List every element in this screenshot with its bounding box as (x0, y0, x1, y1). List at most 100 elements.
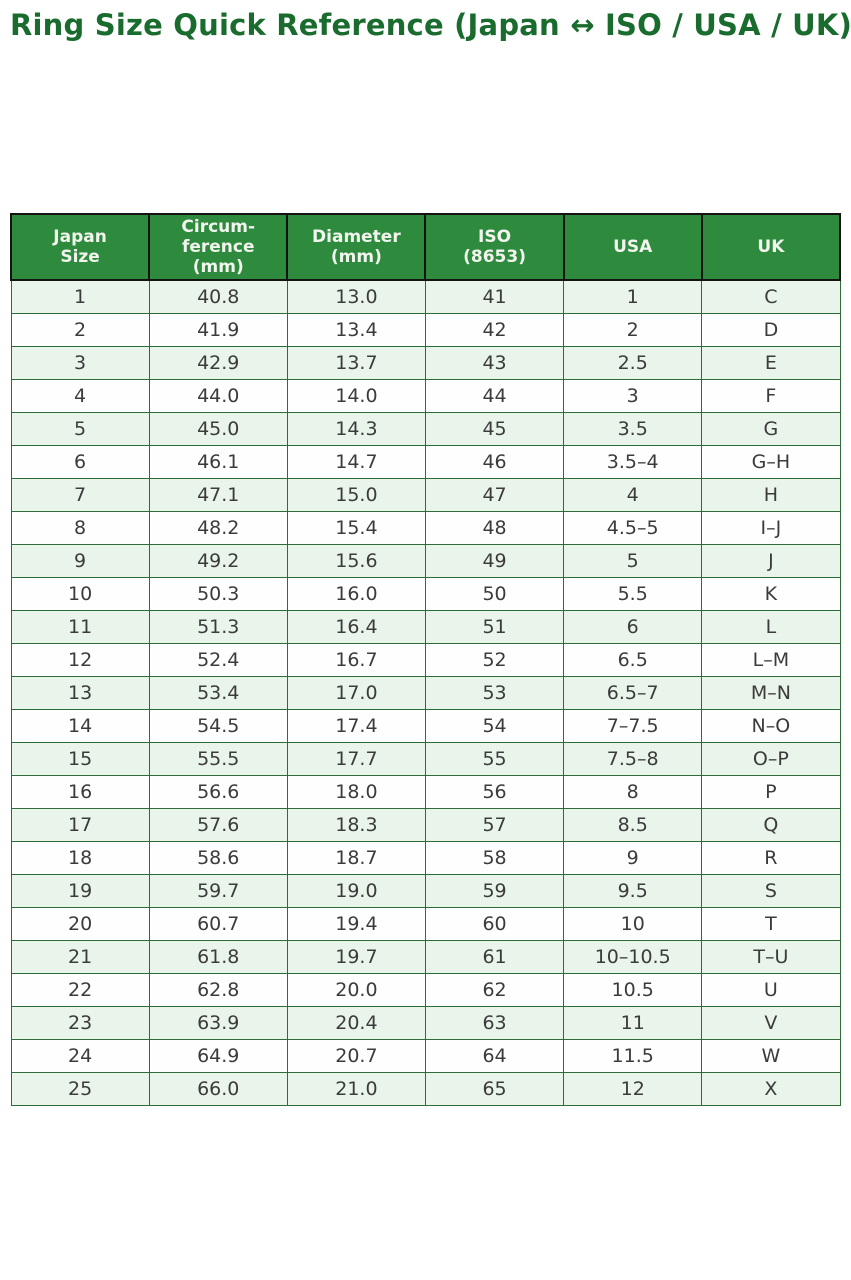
table-row: 15 55.5 17.7 55 7.5–8 O–P (10, 742, 841, 777)
cell-usa: 3.5 (563, 412, 703, 447)
cell-circumference: 53.4 (148, 676, 288, 711)
cell-usa: 6.5–7 (563, 676, 703, 711)
cell-iso: 57 (424, 808, 565, 843)
cell-uk: W (701, 1039, 841, 1074)
cell-usa: 6.5 (563, 643, 703, 678)
cell-iso: 59 (424, 874, 565, 909)
table-row: 19 59.7 19.0 59 9.5 S (10, 874, 841, 909)
table-row: 20 60.7 19.4 60 10 T (10, 907, 841, 942)
cell-diameter: 18.7 (286, 841, 426, 876)
cell-usa: 12 (563, 1072, 703, 1107)
cell-japan-size: 17 (10, 808, 150, 843)
cell-uk: H (701, 478, 841, 513)
cell-diameter: 16.0 (286, 577, 426, 612)
cell-usa: 9.5 (563, 874, 703, 909)
cell-circumference: 51.3 (148, 610, 288, 645)
cell-diameter: 18.3 (286, 808, 426, 843)
cell-iso: 49 (424, 544, 565, 579)
cell-diameter: 20.4 (286, 1006, 426, 1041)
cell-circumference: 60.7 (148, 907, 288, 942)
table-row: 25 66.0 21.0 65 12 X (10, 1072, 841, 1107)
cell-usa: 2.5 (563, 346, 703, 381)
cell-japan-size: 3 (10, 346, 150, 381)
cell-uk: R (701, 841, 841, 876)
table-row: 18 58.6 18.7 58 9 R (10, 841, 841, 876)
cell-iso: 47 (424, 478, 565, 513)
cell-usa: 5.5 (563, 577, 703, 612)
cell-diameter: 17.4 (286, 709, 426, 744)
cell-uk: E (701, 346, 841, 381)
cell-diameter: 20.7 (286, 1039, 426, 1074)
cell-usa: 7–7.5 (563, 709, 703, 744)
table-row: 24 64.9 20.7 64 11.5 W (10, 1039, 841, 1074)
cell-circumference: 54.5 (148, 709, 288, 744)
cell-uk: T–U (701, 940, 841, 975)
cell-japan-size: 14 (10, 709, 150, 744)
cell-circumference: 56.6 (148, 775, 288, 810)
cell-japan-size: 5 (10, 412, 150, 447)
cell-japan-size: 13 (10, 676, 150, 711)
cell-uk: I–J (701, 511, 841, 546)
column-header-iso: ISO (8653) (424, 212, 565, 282)
cell-uk: K (701, 577, 841, 612)
cell-circumference: 61.8 (148, 940, 288, 975)
cell-uk: O–P (701, 742, 841, 777)
cell-iso: 43 (424, 346, 565, 381)
cell-circumference: 42.9 (148, 346, 288, 381)
cell-diameter: 19.4 (286, 907, 426, 942)
cell-japan-size: 12 (10, 643, 150, 678)
table-row: 11 51.3 16.4 51 6 L (10, 610, 841, 645)
cell-japan-size: 9 (10, 544, 150, 579)
ring-size-table: Japan Size Circum-ference (mm) Diameter (mm) I… (9, 212, 842, 1107)
cell-usa: 8.5 (563, 808, 703, 843)
cell-japan-size: 1 (10, 279, 150, 315)
cell-japan-size: 20 (10, 907, 150, 942)
cell-diameter: 17.7 (286, 742, 426, 777)
cell-uk: M–N (701, 676, 841, 711)
cell-uk: G (701, 412, 841, 447)
table-row: 12 52.4 16.7 52 6.5 L–M (10, 643, 841, 678)
cell-usa: 8 (563, 775, 703, 810)
cell-usa: 10–10.5 (563, 940, 703, 975)
table-row: 21 61.8 19.7 61 10–10.5 T–U (10, 940, 841, 975)
cell-usa: 7.5–8 (563, 742, 703, 777)
cell-usa: 11.5 (563, 1039, 703, 1074)
cell-japan-size: 23 (10, 1006, 150, 1041)
cell-diameter: 21.0 (286, 1072, 426, 1107)
ring-size-table-container: Japan Size Circum-ference (mm) Diameter (mm) I… (9, 212, 842, 1107)
cell-japan-size: 21 (10, 940, 150, 975)
cell-circumference: 66.0 (148, 1072, 288, 1107)
cell-japan-size: 6 (10, 445, 150, 480)
cell-diameter: 20.0 (286, 973, 426, 1008)
cell-circumference: 52.4 (148, 643, 288, 678)
cell-uk: F (701, 379, 841, 414)
cell-uk: Q (701, 808, 841, 843)
cell-uk: J (701, 544, 841, 579)
cell-uk: U (701, 973, 841, 1008)
table-row: 22 62.8 20.0 62 10.5 U (10, 973, 841, 1008)
cell-iso: 63 (424, 1006, 565, 1041)
cell-diameter: 13.7 (286, 346, 426, 381)
cell-japan-size: 8 (10, 511, 150, 546)
cell-japan-size: 22 (10, 973, 150, 1008)
cell-diameter: 16.4 (286, 610, 426, 645)
cell-iso: 44 (424, 379, 565, 414)
cell-circumference: 58.6 (148, 841, 288, 876)
cell-japan-size: 2 (10, 313, 150, 348)
cell-diameter: 13.4 (286, 313, 426, 348)
cell-uk: V (701, 1006, 841, 1041)
cell-usa: 3.5–4 (563, 445, 703, 480)
cell-diameter: 19.0 (286, 874, 426, 909)
cell-circumference: 50.3 (148, 577, 288, 612)
table-row: 10 50.3 16.0 50 5.5 K (10, 577, 841, 612)
cell-iso: 41 (424, 279, 565, 315)
column-header-uk: UK (700, 212, 842, 282)
cell-diameter: 14.3 (286, 412, 426, 447)
cell-circumference: 46.1 (148, 445, 288, 480)
cell-usa: 9 (563, 841, 703, 876)
column-header-japan-size: Japan Size (9, 212, 151, 282)
cell-circumference: 59.7 (148, 874, 288, 909)
cell-usa: 4 (563, 478, 703, 513)
cell-iso: 42 (424, 313, 565, 348)
cell-circumference: 44.0 (148, 379, 288, 414)
